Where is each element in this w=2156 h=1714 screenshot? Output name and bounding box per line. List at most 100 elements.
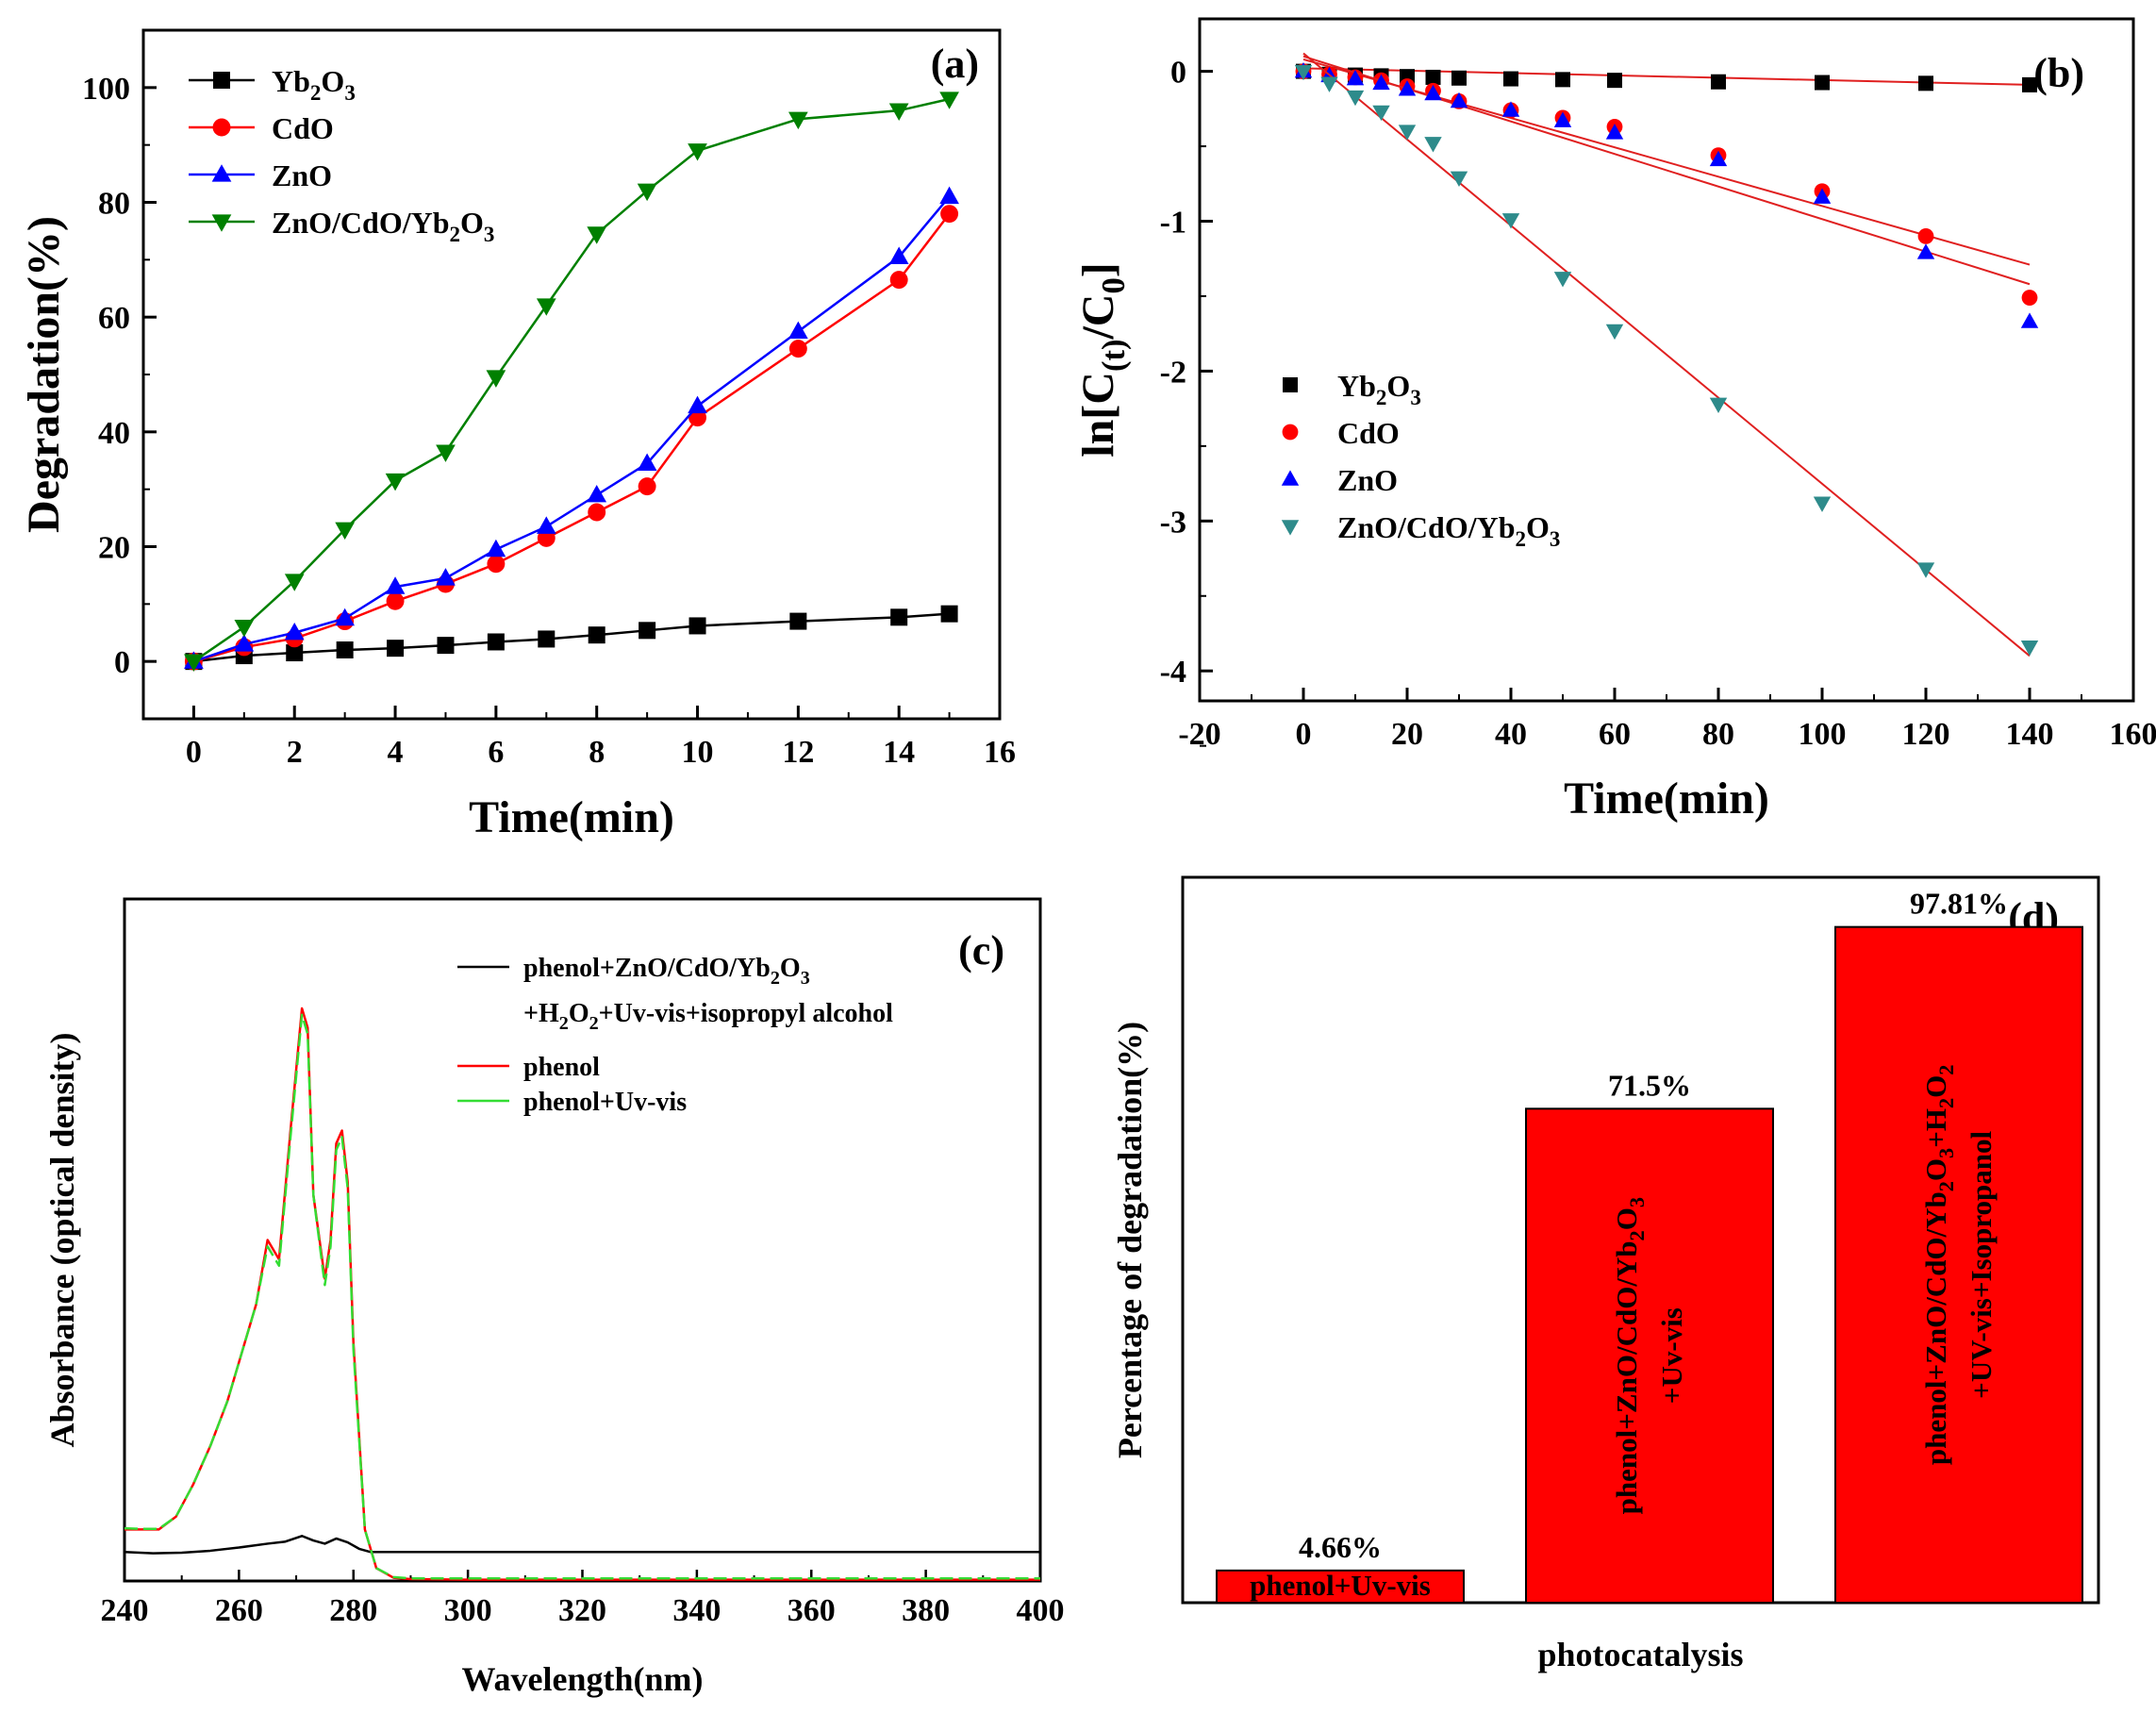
data-point-ZnO	[1424, 84, 1442, 101]
panel-label: (b)	[2033, 50, 2084, 96]
legend-marker	[213, 72, 230, 89]
x-tick-label: 6	[488, 735, 504, 770]
data-point-ZnO	[284, 622, 305, 641]
data-point-CdO	[940, 205, 959, 224]
bar-2	[1525, 1107, 1774, 1605]
y-tick-label: 100	[82, 72, 130, 107]
data-point-ZnO/CdO/Yb2O3	[184, 654, 204, 672]
x-axis-label: Wavelength(nm)	[462, 1660, 704, 1698]
data-point-ZnO/CdO/Yb2O3	[436, 444, 456, 462]
data-point-Yb2O3	[1425, 69, 1441, 85]
series-line-ZnO/CdO/Yb2O3	[192, 97, 950, 663]
x-tick-label: 260	[215, 1593, 263, 1628]
data-point-ZnO/CdO/Yb2O3	[2020, 640, 2039, 657]
y-tick-label: -2	[1160, 355, 1186, 390]
data-point-ZnO/CdO/Yb2O3	[335, 522, 355, 541]
data-point-Yb2O3	[789, 612, 807, 630]
legend-label-CdO: CdO	[1337, 416, 1400, 450]
x-tick-label: 300	[444, 1593, 492, 1628]
x-tick-label: 240	[101, 1593, 149, 1628]
legend-label-ZnO/CdO/Yb2O3: ZnO/CdO/Yb2O3	[272, 206, 494, 246]
bar-category-label: phenol+ZnO/CdO/Yb2O3+H2O2	[1919, 1065, 1958, 1466]
legend-label-Yb2O3: Yb2O3	[272, 64, 356, 105]
data-point-ZnO	[1553, 111, 1572, 127]
x-axis-label: Time(min)	[1564, 774, 1769, 824]
y-axis-label: ln[C(t)/C0]	[1073, 262, 1132, 457]
data-point-CdO	[638, 477, 656, 496]
y-axis-label: Degradation(%)	[19, 216, 69, 533]
data-point-Yb2O3	[538, 630, 556, 648]
bar-category-label: +UV-vis+Isopropanol	[1965, 1130, 1998, 1398]
panel-c: 240 260 280 300 320 340 360 380 400 Wavelength(nm…	[43, 897, 1065, 1698]
data-point-ZnO	[688, 395, 707, 414]
data-point-ZnO	[536, 516, 556, 534]
y-tick-label: 0	[1170, 56, 1186, 91]
data-point-CdO	[788, 340, 807, 358]
data-point-ZnO/CdO/Yb2O3	[688, 143, 707, 161]
y-tick-label: -4	[1160, 655, 1186, 690]
y-axis-label: Absorbance (optical density)	[43, 1033, 81, 1448]
legend-marker	[1282, 424, 1299, 441]
data-point-ZnO	[1709, 150, 1728, 167]
data-point-Yb2O3	[688, 617, 706, 635]
legend-label: phenol	[523, 1053, 600, 1082]
x-tick-label: 4	[388, 735, 404, 770]
data-point-ZnO/CdO/Yb2O3	[1294, 64, 1313, 81]
x-tick-label: 2	[287, 735, 303, 770]
data-point-CdO	[1917, 228, 1934, 244]
data-point-ZnO/CdO/Yb2O3	[234, 620, 255, 638]
data-point-ZnO/CdO/Yb2O3	[1450, 171, 1468, 188]
x-tick-label: 100	[1799, 717, 1847, 752]
legend-label-CdO: CdO	[272, 111, 334, 145]
data-point-ZnO/CdO/Yb2O3	[1372, 105, 1390, 122]
data-point-ZnO	[335, 607, 355, 626]
legend-marker	[1281, 520, 1300, 536]
bar-value-label: 4.66%	[1299, 1530, 1382, 1564]
x-axis-label: Time(min)	[469, 792, 674, 842]
y-tick-label: -3	[1160, 505, 1186, 540]
legend-label-ZnO/CdO/Yb2O3: ZnO/CdO/Yb2O3	[1337, 510, 1560, 551]
bar-value-label: 97.81%	[1910, 887, 2008, 921]
data-point-CdO	[2021, 290, 2038, 306]
data-point-ZnO	[939, 186, 959, 205]
data-point-Yb2O3	[286, 644, 304, 662]
data-point-ZnO/CdO/Yb2O3	[1553, 272, 1572, 288]
legend-label: phenol+ZnO/CdO/Yb2O3	[523, 954, 810, 989]
data-point-ZnO/CdO/Yb2O3	[284, 574, 305, 591]
data-point-ZnO/CdO/Yb2O3	[788, 111, 808, 130]
x-tick-label: 16	[984, 735, 1016, 770]
data-point-ZnO	[637, 453, 657, 471]
x-tick-label: 400	[1017, 1593, 1065, 1628]
x-tick-label: 140	[2006, 717, 2054, 752]
data-point-ZnO/CdO/Yb2O3	[1320, 76, 1338, 92]
legend-marker	[1281, 470, 1300, 486]
data-point-ZnO	[436, 568, 456, 586]
panel-label: (a)	[931, 41, 979, 87]
data-point-ZnO	[234, 634, 255, 652]
data-point-ZnO	[1398, 80, 1417, 96]
data-point-Yb2O3	[487, 633, 505, 651]
data-point-CdO	[487, 555, 506, 574]
series-line-Yb2O3	[193, 612, 950, 663]
bar-1	[1216, 1569, 1465, 1605]
data-point-Yb2O3	[639, 622, 656, 640]
data-point-ZnO	[385, 576, 406, 594]
data-point-ZnO	[1450, 92, 1468, 108]
data-point-ZnO/CdO/Yb2O3	[486, 370, 506, 388]
bar-3	[1834, 925, 2083, 1604]
x-tick-label: 380	[902, 1593, 950, 1628]
spectrum-line-phenol+Uv-vis	[124, 1013, 1040, 1580]
data-point-ZnO	[1372, 74, 1390, 91]
panel-d: photocatalysis Percentage of degradation(…	[1111, 875, 2100, 1673]
data-point-ZnO	[1501, 101, 1520, 117]
data-point-ZnO/CdO/Yb2O3	[1605, 324, 1624, 341]
bar-value-label: 71.5%	[1608, 1068, 1691, 1102]
data-point-ZnO	[1916, 243, 1935, 259]
bar-category-label: phenol+Uv-vis	[1250, 1569, 1431, 1602]
y-axis-label: Percentage of degradation(%)	[1111, 1022, 1149, 1458]
data-point-ZnO	[888, 246, 909, 264]
legend-label-ZnO: ZnO	[1337, 463, 1398, 497]
data-point-ZnO	[587, 484, 607, 503]
data-point-Yb2O3	[940, 605, 958, 623]
